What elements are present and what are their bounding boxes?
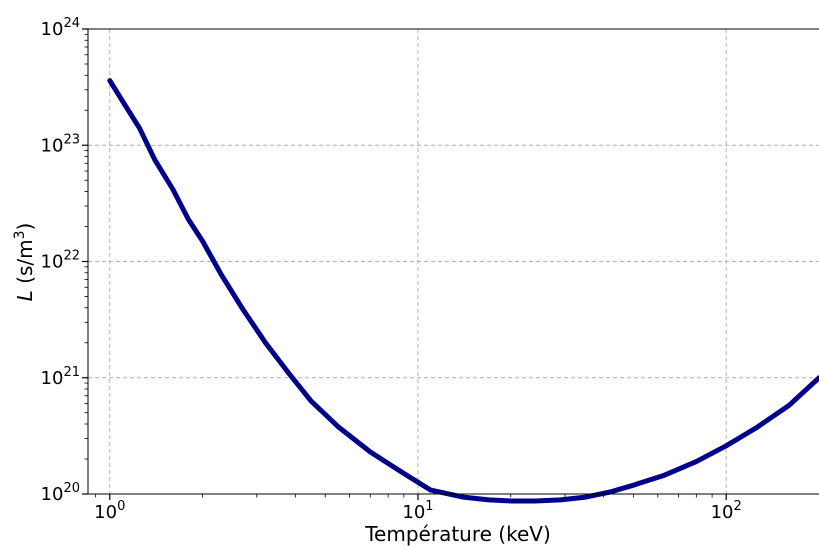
y-tick-label: 1022 — [41, 249, 80, 273]
minor-ticks — [84, 33, 713, 498]
y-axis-label-symbol: L — [13, 290, 37, 301]
x-tick-label: 101 — [402, 499, 433, 523]
x-axis-label: Température (keV) — [364, 522, 551, 546]
y-tick-label: 1024 — [41, 16, 80, 40]
x-tick-label: 102 — [711, 499, 742, 523]
axes-frame — [87, 28, 819, 495]
y-axis-label: L (s/m3) — [12, 223, 37, 302]
x-tick-label: 100 — [94, 499, 125, 523]
y-tick-label: 1020 — [41, 481, 80, 505]
y-axis-label-unit: (s/m — [13, 239, 37, 290]
y-axis-label-close: ) — [13, 223, 37, 231]
series-line — [107, 78, 819, 504]
y-tick-label: 1023 — [41, 132, 80, 156]
y-axis-label-sup: 3 — [12, 230, 28, 239]
major-ticks — [82, 28, 727, 500]
tick-labels: 100 101 102 1020 1021 1022 1023 1024 — [41, 16, 742, 523]
grid-lines — [88, 29, 819, 494]
y-tick-label: 1021 — [41, 365, 80, 389]
